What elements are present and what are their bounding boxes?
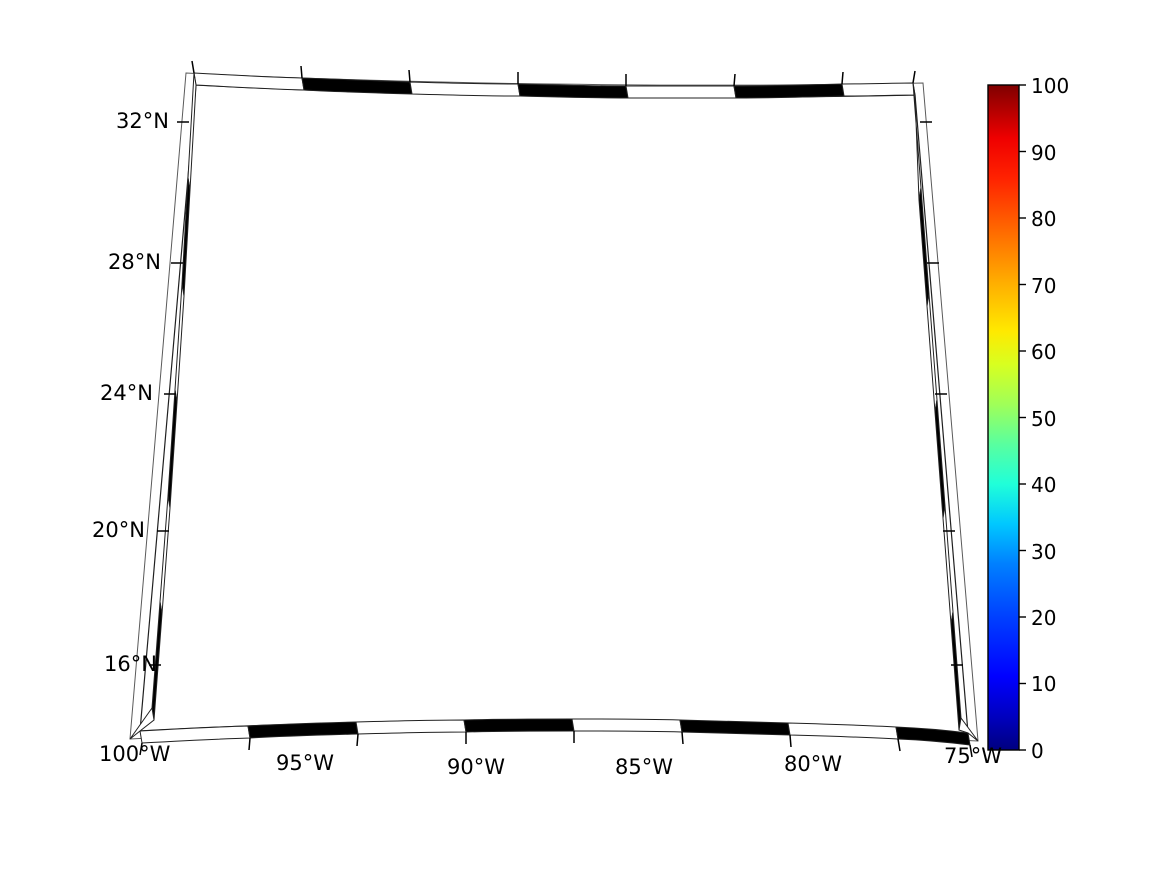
colorbar-label-30: 30 — [1031, 540, 1057, 564]
ytick-label-3: 28°N — [108, 250, 161, 274]
map-frame — [129, 60, 979, 758]
colorbar-label-20: 20 — [1031, 606, 1057, 630]
xtick-label-1: 95°W — [276, 751, 334, 775]
colorbar-label-90: 90 — [1031, 141, 1057, 165]
xtick-label-3: 85°W — [615, 755, 673, 779]
colorbar-label-50: 50 — [1031, 407, 1057, 431]
ytick-label-2: 24°N — [100, 381, 153, 405]
colorbar-label-40: 40 — [1031, 473, 1057, 497]
frame-left-segments — [129, 72, 197, 740]
ytick-label-4: 32°N — [116, 109, 169, 133]
colorbar-ticks — [1019, 84, 1026, 751]
frame-right-segments — [912, 82, 979, 742]
colorbar-label-10: 10 — [1031, 672, 1057, 696]
colorbar-group[interactable] — [987, 84, 1026, 751]
xtick-label-4: 80°W — [784, 752, 842, 776]
colorbar-label-100: 100 — [1031, 74, 1070, 98]
colorbar-label-0: 0 — [1031, 739, 1044, 763]
colorbar-label-60: 60 — [1031, 340, 1057, 364]
frame-ticks — [139, 60, 973, 758]
colorbar-label-80: 80 — [1031, 207, 1057, 231]
xtick-label-5: 75°W — [944, 744, 1002, 768]
colorbar-gradient[interactable] — [987, 84, 1020, 751]
xtick-label-0: 100°W — [99, 742, 171, 766]
colorbar-label-70: 70 — [1031, 274, 1057, 298]
ytick-label-0: 16°N — [104, 652, 157, 676]
xtick-label-2: 90°W — [447, 755, 505, 779]
ytick-label-1: 20°N — [92, 518, 145, 542]
